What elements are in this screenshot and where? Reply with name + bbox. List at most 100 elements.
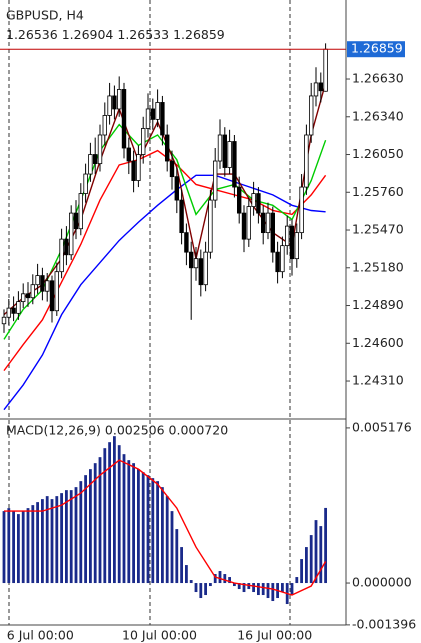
candle-body <box>97 134 103 165</box>
macd-bar <box>21 511 25 584</box>
ohlc-close: 1.26859 <box>173 27 225 42</box>
macd-bar <box>89 469 92 584</box>
candle-body <box>102 115 107 136</box>
candle-body <box>49 280 55 312</box>
candle-body <box>256 193 261 214</box>
macd-bar <box>69 490 73 584</box>
candle-body <box>275 251 280 273</box>
candle-body <box>208 199 213 253</box>
macd-bar <box>185 565 188 584</box>
macd-bar <box>156 481 159 584</box>
candle-body <box>222 134 227 168</box>
y-tick-label: 1.26340 <box>352 108 404 123</box>
y-tick-label: -0.001396 <box>352 616 416 631</box>
candle-body <box>323 48 328 92</box>
candle-body <box>318 82 323 92</box>
candle-body <box>265 212 271 234</box>
candle-body <box>236 186 242 214</box>
macd-bar <box>223 574 227 584</box>
candle-body <box>227 141 232 168</box>
candle-body <box>241 212 247 240</box>
y-tick-label: 0.005176 <box>352 419 412 434</box>
candle-body <box>212 160 218 201</box>
macd-bar <box>31 505 35 584</box>
x-tick-label: 16 Jul 00:00 <box>237 628 312 643</box>
y-tick-label: 0.000000 <box>352 575 412 590</box>
ohlc-header: 1.26536 1.26904 1.26533 1.26859 <box>6 27 225 42</box>
candle-body <box>203 251 208 286</box>
y-tick-label: 1.24310 <box>352 373 404 388</box>
candle-body <box>184 232 189 253</box>
macd-bar <box>170 511 174 584</box>
candle-body <box>64 238 69 256</box>
macd-bar <box>12 511 15 584</box>
y-tick-label: 1.25760 <box>352 184 404 199</box>
candle-body <box>126 147 131 162</box>
candle-body <box>45 280 50 292</box>
candle-body <box>289 225 295 260</box>
macd-bar <box>233 583 236 587</box>
candle-body <box>112 95 117 110</box>
candle-body <box>217 134 223 162</box>
macd-bar <box>261 583 265 596</box>
macd-bar <box>257 583 260 596</box>
candle-body <box>83 173 88 194</box>
macd-bar <box>79 481 83 584</box>
macd-bar <box>93 463 97 584</box>
macd-bar <box>194 583 198 593</box>
macd-bar <box>305 547 308 584</box>
macd-bar <box>314 520 318 584</box>
macd-bar <box>132 463 135 584</box>
candle-body <box>198 258 203 286</box>
candle-body <box>270 212 275 253</box>
candle-body <box>73 212 79 230</box>
macd-bar <box>295 577 299 584</box>
macd-bar <box>151 478 155 584</box>
macd-bar <box>218 571 222 584</box>
macd-bar <box>204 583 207 596</box>
x-tick-label: 10 Jul 00:00 <box>122 628 197 643</box>
candle-body <box>188 251 194 269</box>
candle-body <box>160 102 165 136</box>
macd-bar <box>98 457 102 584</box>
y-tick-label: 1.25470 <box>352 222 404 237</box>
candle-body <box>16 301 21 314</box>
symbol-title: GBPUSD, H4 <box>6 8 84 23</box>
macd-bar <box>180 547 183 584</box>
y-tick-label: 1.26630 <box>352 71 404 86</box>
macd-bar <box>281 583 284 593</box>
candle-body <box>232 141 237 188</box>
macd-bar <box>117 445 121 584</box>
candle-body <box>35 275 40 286</box>
macd-bar <box>50 499 54 584</box>
y-tick-label: 1.24600 <box>352 335 404 350</box>
macd-bar <box>319 526 323 584</box>
candle-body <box>150 108 155 120</box>
candle-body <box>299 186 304 234</box>
candle-body <box>121 89 127 149</box>
candle-body <box>78 193 83 230</box>
candle-body <box>145 108 151 129</box>
candle-body <box>93 154 98 165</box>
candle-body <box>40 275 45 292</box>
macd-bar <box>189 580 193 584</box>
candle-body <box>294 232 299 260</box>
macd-bar <box>65 490 68 584</box>
macd-bar <box>122 454 126 584</box>
macd-bar <box>161 487 164 584</box>
candle-body <box>11 307 16 314</box>
candle-body <box>59 238 64 273</box>
macd-bar <box>228 577 231 584</box>
macd-title: MACD(12,26,9) 0.002506 0.000720 <box>6 423 228 438</box>
candle-body <box>20 293 26 303</box>
macd-bar <box>266 583 270 599</box>
macd-bar <box>213 574 217 584</box>
candle-body <box>313 82 319 97</box>
macd-bar <box>2 511 6 584</box>
macd-bar <box>146 475 150 584</box>
candle-body <box>140 128 146 155</box>
x-tick-label: 6 Jul 00:00 <box>7 628 74 643</box>
candle-body <box>260 212 266 234</box>
candle-body <box>25 293 31 299</box>
